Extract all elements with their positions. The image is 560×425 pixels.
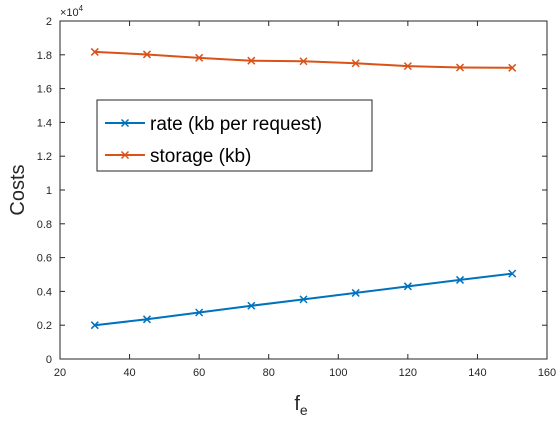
x-tick-label: 20 [54, 367, 66, 379]
series-2-point [456, 63, 465, 72]
series-2-point [403, 62, 412, 71]
x-axis-title: fe [294, 393, 308, 418]
y-tick-label: 1.4 [37, 117, 52, 129]
series-1-point [195, 308, 204, 317]
y-tick-label: 0.2 [37, 320, 52, 332]
y-axis-ticks: 0 0.2 0.4 0.6 0.8 1 1.2 1.4 1.6 1.8 2 [37, 16, 547, 366]
series-1-point [508, 269, 517, 278]
legend-label-2: storage (kb) [150, 146, 251, 167]
y-tick-label: 2 [46, 16, 52, 28]
plot-frame [59, 20, 548, 360]
y-tick-label: 1.2 [37, 151, 52, 163]
legend-box [96, 99, 373, 172]
y-tick-label: 0.4 [37, 286, 52, 298]
x-tick-label: 80 [263, 367, 275, 379]
plot-area [60, 21, 547, 359]
series-1-point [90, 321, 99, 330]
y-tick-label: 1.8 [37, 50, 52, 62]
y-tick-label: 1 [46, 185, 52, 197]
legend: rate (kb per request) storage (kb) [96, 99, 373, 172]
series-2-point [142, 50, 151, 59]
x-tick-label: 100 [329, 367, 347, 379]
series-2-point [90, 47, 99, 56]
legend-items: rate (kb per request) storage (kb) [105, 114, 322, 167]
series-1-point [456, 275, 465, 284]
series-1-point [299, 295, 308, 304]
y-tick-label: 0.8 [37, 219, 52, 231]
legend-marker-1 [120, 118, 130, 128]
legend-marker-2 [120, 150, 130, 160]
x-axis-ticks: 20 40 60 80 100 120 140 160 [54, 21, 556, 379]
series-2-point [508, 63, 517, 72]
legend-label-1: rate (kb per request) [150, 114, 322, 135]
x-tick-label: 60 [193, 367, 205, 379]
y-multiplier: ×104 [60, 4, 84, 19]
series-layer [90, 47, 517, 330]
x-tick-label: 120 [399, 367, 417, 379]
x-tick-label: 40 [123, 367, 135, 379]
series-2-point [299, 57, 308, 66]
series-2-point [195, 53, 204, 62]
y-tick-label: 0 [46, 354, 52, 366]
y-tick-label: 0.6 [37, 253, 52, 265]
series-1-point [351, 288, 360, 297]
series-1-point [142, 315, 151, 324]
x-tick-label: 140 [468, 367, 486, 379]
series-2-point [247, 56, 256, 65]
x-tick-label: 160 [538, 367, 556, 379]
series-2-point [351, 59, 360, 68]
y-axis-title: Costs [7, 164, 29, 215]
y-tick-label: 1.6 [37, 84, 52, 96]
series-1-point [403, 282, 412, 291]
series-1-point [247, 301, 256, 310]
